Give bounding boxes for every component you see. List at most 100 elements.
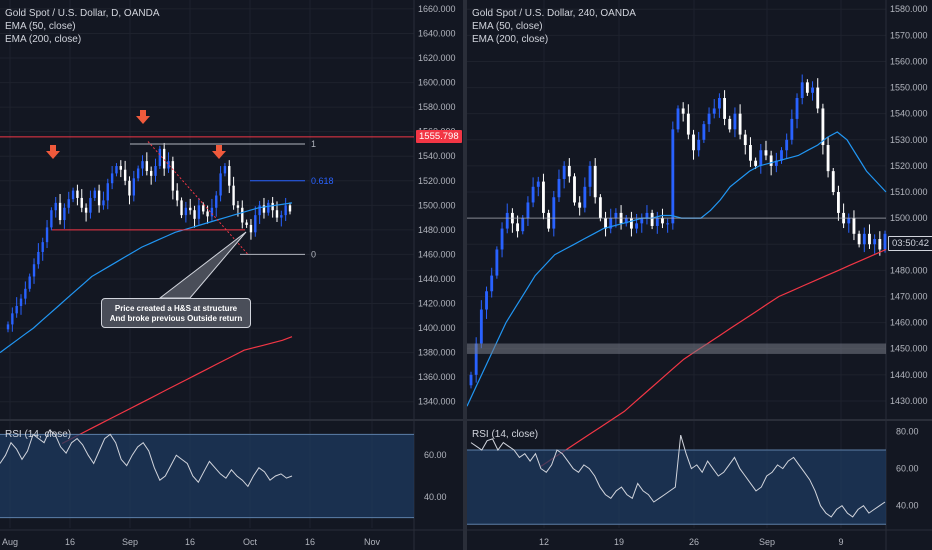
candle-body	[862, 233, 866, 245]
candle-body	[495, 249, 499, 276]
y-tick-label: 1540.000	[890, 109, 928, 119]
y-tick-label: 1480.000	[890, 265, 928, 275]
y-tick-label: 1420.000	[418, 299, 456, 309]
callout-pointer	[158, 231, 247, 299]
ema200-line	[540, 248, 887, 467]
candle-body	[774, 160, 778, 166]
candle-body	[189, 207, 192, 211]
candle-body	[738, 113, 742, 135]
y-tick-label: 1530.000	[890, 135, 928, 145]
candle-body	[666, 223, 670, 225]
candle-body	[97, 190, 101, 206]
candle-body	[614, 212, 618, 219]
x-tick-label: Sep	[122, 537, 138, 547]
candle-body	[63, 207, 66, 221]
candle-body	[176, 190, 179, 201]
candle-body	[723, 98, 726, 119]
candle-body	[531, 186, 535, 203]
candle-body	[145, 161, 149, 171]
right-legend: Gold Spot / U.S. Dollar, 240, OANDA EMA …	[472, 7, 636, 46]
candle-body	[521, 218, 525, 232]
candle-body	[500, 228, 504, 250]
x-tick-label: 26	[689, 537, 699, 547]
y-tick-label: 1550.000	[890, 83, 928, 93]
fib-label-0618: 0.618	[311, 176, 334, 186]
candle-body	[84, 207, 88, 213]
rsi-tick-label: 80.00	[896, 426, 919, 436]
candle-body	[526, 202, 530, 219]
countdown-tag: 03:50:42	[888, 236, 932, 251]
right-legend-ema200: EMA (200, close)	[472, 34, 549, 45]
candle-body	[857, 233, 861, 245]
callout-line-2: And broke previous Outside return	[109, 314, 243, 323]
candle-body	[258, 205, 261, 216]
candle-body	[123, 169, 127, 181]
candle-body	[171, 161, 175, 191]
candle-body	[562, 165, 566, 179]
candle-body	[162, 148, 166, 169]
candle-body	[262, 205, 266, 213]
rsi-tick-label: 60.00	[424, 450, 447, 460]
y-tick-label: 1440.000	[890, 370, 928, 380]
y-tick-label: 1570.000	[890, 30, 928, 40]
left-chart-pane[interactable]: 1340.000 1360.000 1380.000 1400.000 1420.000…	[0, 0, 463, 550]
candle-body	[119, 166, 122, 170]
candle-body	[624, 218, 628, 224]
candle-body	[32, 264, 36, 277]
y-tick-label: 1500.000	[890, 213, 928, 223]
candle-body	[795, 98, 799, 119]
candle-body	[811, 87, 814, 93]
candle-body	[54, 202, 57, 211]
candle-body	[785, 139, 789, 151]
candle-body	[707, 113, 711, 125]
x-tick-label: Sep	[759, 537, 775, 547]
right-chart-svg[interactable]: 1430.000 1440.000 1450.000 1460.000 1470.000…	[467, 0, 932, 550]
candle-body	[640, 218, 644, 224]
candle-body	[245, 222, 248, 225]
x-tick-label: Oct	[243, 537, 258, 547]
ema50-line	[467, 131, 887, 407]
rsi-band	[467, 450, 886, 525]
candle-body	[202, 205, 205, 212]
candle-body	[89, 197, 92, 213]
annotation-callout[interactable]: Price created a H&S at structure And bro…	[101, 298, 251, 328]
y-tick-label: 1380.000	[418, 348, 456, 358]
candle-body	[223, 166, 227, 174]
y-tick-label: 1640.000	[418, 28, 456, 38]
candle-body	[19, 298, 23, 306]
y-tick-label: 1450.000	[890, 344, 928, 354]
x-tick-label: Nov	[364, 537, 381, 547]
candle-body	[826, 145, 830, 172]
candle-body	[154, 166, 157, 176]
candle-body	[831, 171, 835, 193]
candle-body	[149, 170, 153, 176]
y-tick-label: 1620.000	[418, 53, 456, 63]
candle-body	[800, 82, 804, 99]
left-chart-svg[interactable]: 1340.000 1360.000 1380.000 1400.000 1420.000…	[0, 0, 463, 550]
candle-body	[132, 178, 136, 196]
y-tick-label: 1440.000	[418, 274, 456, 284]
candle-body	[28, 276, 31, 289]
down-arrow-icon	[136, 110, 150, 124]
candle-body	[847, 218, 851, 224]
down-arrow-icon	[46, 145, 60, 159]
candle-body	[275, 210, 279, 218]
y-tick-label: 1430.000	[890, 396, 928, 406]
ema200-line	[61, 336, 293, 445]
left-rsi-label: RSI (14, close)	[5, 429, 72, 440]
x-tick-label: 12	[539, 537, 549, 547]
y-tick-label: 1600.000	[418, 78, 456, 88]
candle-body	[852, 218, 856, 234]
y-tick-label: 1520.000	[890, 161, 928, 171]
pane-divider[interactable]	[463, 0, 467, 550]
candle-body	[702, 124, 706, 140]
candle-body	[249, 224, 253, 233]
right-chart-pane[interactable]: 1430.000 1440.000 1450.000 1460.000 1470.000…	[467, 0, 932, 550]
candle-body	[759, 150, 763, 166]
candle-body	[873, 239, 877, 245]
candle-body	[661, 218, 664, 224]
candle-body	[505, 212, 509, 229]
y-tick-label: 1460.000	[890, 318, 928, 328]
x-tick-label: 9	[838, 537, 843, 547]
candle-body	[790, 118, 794, 140]
